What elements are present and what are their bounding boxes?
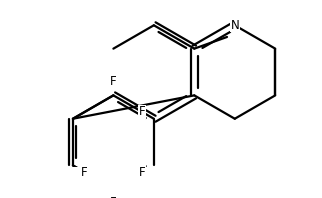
Text: F: F (110, 196, 117, 198)
Text: F: F (81, 166, 88, 179)
Text: F: F (139, 166, 146, 179)
Text: F: F (110, 75, 117, 88)
Text: N: N (231, 19, 239, 32)
Text: F: F (139, 106, 146, 118)
